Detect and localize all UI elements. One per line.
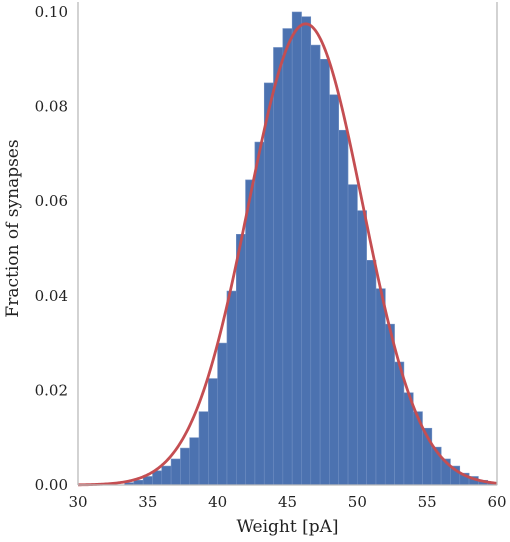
histogram-bar bbox=[338, 129, 349, 486]
histogram-bar bbox=[245, 179, 256, 486]
histogram-bar bbox=[329, 94, 339, 486]
x-tick-label: 40 bbox=[208, 493, 227, 511]
histogram-bar bbox=[180, 447, 191, 486]
histogram-bar bbox=[254, 141, 265, 486]
histogram-bar bbox=[217, 342, 228, 486]
histogram-bar bbox=[366, 260, 377, 486]
histogram-bar bbox=[301, 16, 312, 486]
y-tick-label: 0.04 bbox=[35, 287, 68, 305]
x-tick-label: 30 bbox=[68, 493, 87, 511]
x-tick-labels: 30 35 40 45 50 55 60 bbox=[68, 493, 506, 511]
y-tick-label: 0.10 bbox=[35, 3, 68, 21]
histogram-bar bbox=[208, 378, 219, 486]
y-tick-label: 0.02 bbox=[35, 381, 68, 399]
y-tick-label: 0.08 bbox=[35, 98, 68, 116]
histogram-bar bbox=[375, 288, 386, 486]
histogram-bar bbox=[226, 290, 237, 486]
x-axis-label: Weight [pA] bbox=[236, 517, 338, 537]
y-tick-label: 0.06 bbox=[35, 192, 68, 210]
histogram-bar bbox=[236, 234, 246, 486]
histogram-bar bbox=[198, 411, 209, 486]
histogram-bars bbox=[124, 11, 498, 486]
y-axis-label: Fraction of synapses bbox=[3, 139, 23, 317]
x-tick-label: 35 bbox=[138, 493, 157, 511]
histogram-bar bbox=[273, 47, 284, 486]
histogram-bar bbox=[152, 470, 163, 486]
histogram-bar bbox=[319, 58, 330, 486]
histogram-bar bbox=[347, 184, 358, 486]
x-tick-label: 55 bbox=[418, 493, 437, 511]
y-tick-label: 0.00 bbox=[35, 476, 68, 494]
histogram-bar bbox=[356, 210, 367, 486]
x-tick-label: 45 bbox=[278, 493, 297, 511]
x-tick-label: 50 bbox=[348, 493, 367, 511]
histogram-bar bbox=[133, 479, 144, 486]
histogram-bar bbox=[403, 392, 414, 486]
histogram-bar bbox=[291, 11, 302, 486]
histogram-bar bbox=[310, 44, 321, 486]
histogram-bar bbox=[189, 437, 200, 486]
histogram-bar bbox=[384, 323, 395, 486]
x-tick-label: 60 bbox=[487, 493, 506, 511]
fit-curve bbox=[77, 22, 498, 487]
histogram-bar bbox=[161, 465, 172, 486]
y-tick-labels: 0.00 0.02 0.04 0.06 0.08 0.10 bbox=[35, 3, 68, 494]
histogram-bar bbox=[142, 476, 153, 486]
histogram-bar bbox=[170, 458, 181, 486]
histogram-bar bbox=[263, 82, 274, 486]
histogram-bar bbox=[394, 361, 405, 486]
histogram-bar bbox=[282, 28, 293, 486]
